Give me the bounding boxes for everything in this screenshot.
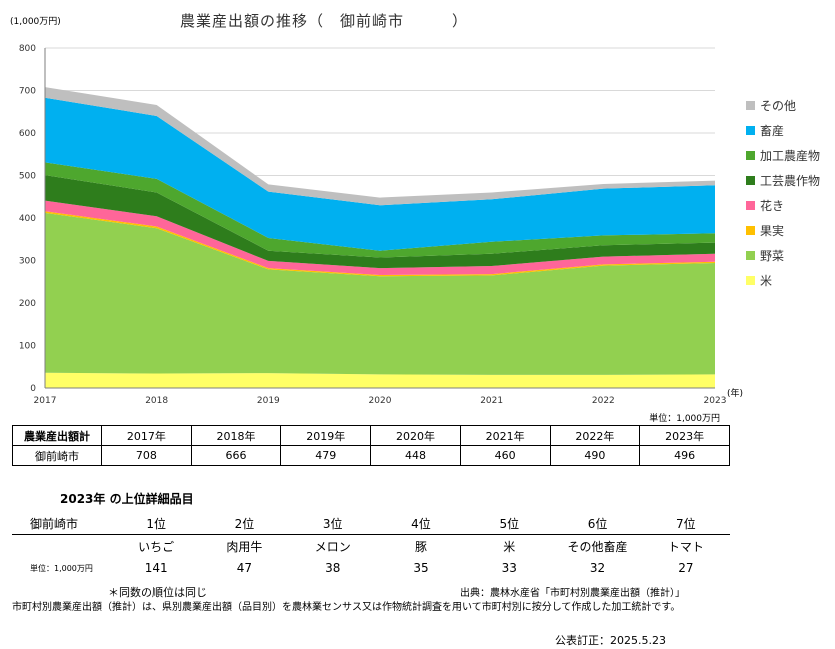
rank-value: 38 xyxy=(325,561,341,575)
table-value: 448 xyxy=(370,445,461,466)
table-year: 2017年 xyxy=(101,425,192,446)
legend-swatch xyxy=(746,251,755,260)
legend-label: その他 xyxy=(760,99,796,113)
ranking-title: 2023年 の上位詳細品目 xyxy=(60,492,194,506)
rank-label: 5位 xyxy=(499,516,520,531)
legend-label: 加工農産物 xyxy=(760,148,820,163)
legend-swatch xyxy=(746,126,755,135)
rank-item: トマト xyxy=(667,539,704,554)
area-1 xyxy=(45,212,715,375)
table-value: 666 xyxy=(190,445,282,466)
legend-label: 畜産 xyxy=(760,123,784,138)
table-year: 2022年 xyxy=(549,425,641,446)
y-tick-label: 0 xyxy=(30,384,36,394)
legend-swatch xyxy=(746,101,755,110)
rank-label: 2位 xyxy=(234,516,255,531)
item-row: いちご 肉用牛 メロン 豚 米 その他畜産 トマト xyxy=(12,535,730,557)
ranking-grid: 御前崎市 1位 2位 3位 4位 5位 6位 7位 いちご 肉用牛 メロン 豚 … xyxy=(12,512,730,579)
rank-label: 4位 xyxy=(411,516,431,531)
rank-item: その他畜産 xyxy=(567,539,628,554)
table-header-row: 農業産出額計 2017年 2018年 2019年 2020年 2021年 202… xyxy=(12,425,730,446)
area-4 xyxy=(45,175,715,269)
rank-value: 35 xyxy=(413,561,429,575)
legend-swatch xyxy=(746,176,755,185)
rank-value: 33 xyxy=(501,561,517,575)
table-unit: 単位：1,000万円 xyxy=(649,414,720,424)
table-year: 2020年 xyxy=(370,425,461,446)
ranking-city: 御前崎市 xyxy=(30,516,79,531)
legend-label: 果実 xyxy=(760,223,784,238)
y-tick-labels: 0 100 200 300 400 500 600 700 800 xyxy=(19,44,36,394)
rank-item: 米 xyxy=(503,539,516,554)
totals-table: 農業産出額計 2017年 2018年 2019年 2020年 2021年 202… xyxy=(12,425,730,466)
rank-item: メロン xyxy=(314,539,351,554)
x-tick-label: 2022 xyxy=(592,396,615,406)
y-tick-label: 100 xyxy=(19,342,36,352)
rank-label: 3位 xyxy=(322,516,343,531)
rank-divider xyxy=(12,534,730,535)
legend-label: 花き xyxy=(760,198,784,213)
rank-value: 27 xyxy=(678,561,694,575)
x-axis-unit: (年) xyxy=(727,389,744,399)
y-tick-label: 700 xyxy=(19,87,36,97)
table-value: 460 xyxy=(459,445,551,466)
rank-item: 豚 xyxy=(414,539,427,554)
legend-swatch xyxy=(746,226,755,235)
area-7 xyxy=(45,87,715,206)
table-year: 2018年 xyxy=(190,425,282,446)
x-tick-label: 2018 xyxy=(145,396,168,406)
revision-note: 公表訂正：2025.5.23 xyxy=(555,634,666,647)
legend-label: 米 xyxy=(760,274,772,288)
legend-swatch xyxy=(746,201,755,210)
chart-title: 農業産出額の推移（ 御前崎市 ） xyxy=(180,12,469,30)
rank-value: 47 xyxy=(236,561,253,575)
table-value: 708 xyxy=(101,445,192,466)
same-rank-note: ＊同数の順位は同じ xyxy=(108,586,207,599)
y-tick-label: 300 xyxy=(19,257,36,267)
x-tick-label: 2021 xyxy=(480,396,503,406)
table-value: 496 xyxy=(639,445,730,466)
y-tick-label: 600 xyxy=(19,129,36,139)
area-6 xyxy=(45,97,715,251)
axes xyxy=(44,48,715,389)
table-value: 490 xyxy=(549,445,641,466)
y-tick-label: 800 xyxy=(19,44,36,54)
legend-label: 工芸農作物 xyxy=(760,174,820,188)
y-axis-unit: (1,000万円) xyxy=(10,17,61,27)
rank-label: 6位 xyxy=(587,516,608,531)
table-city: 御前崎市 xyxy=(12,445,102,466)
legend-label: 野菜 xyxy=(760,249,784,263)
rank-value: 141 xyxy=(144,561,168,575)
ranking-unit: 単位：1,000万円 xyxy=(30,563,93,573)
x-tick-labels: 2017 2018 2019 2020 2021 2022 2023 xyxy=(34,396,727,406)
rank-item: 肉用牛 xyxy=(226,539,263,554)
y-tick-label: 200 xyxy=(19,299,36,309)
table-year: 2019年 xyxy=(280,425,372,446)
table-year: 2023年 xyxy=(639,425,730,446)
x-tick-label: 2019 xyxy=(257,396,280,406)
value-row: 単位：1,000万円 141 47 38 35 33 32 27 xyxy=(12,557,730,579)
area-series xyxy=(45,87,715,388)
x-tick-label: 2023 xyxy=(704,396,727,406)
legend-swatch xyxy=(746,276,755,285)
rank-label: 1位 xyxy=(146,516,166,531)
table-value: 479 xyxy=(280,445,372,466)
x-tick-label: 2017 xyxy=(34,396,57,406)
source-note: 出典：農林水産省「市町村別農業産出額（推計）」 xyxy=(460,588,685,599)
y-tick-label: 400 xyxy=(19,214,36,224)
table-row-header: 農業産出額計 xyxy=(12,425,102,446)
description-note: 市町村別農業産出額（推計）は、県別農業産出額（品目別）を農林業センサス又は作物統… xyxy=(12,602,681,613)
rank-value: 32 xyxy=(589,561,606,575)
rank-label: 7位 xyxy=(676,516,696,531)
rank-item: いちご xyxy=(138,539,175,554)
table-row: 御前崎市 708 666 479 448 460 490 496 xyxy=(12,445,730,466)
area-0 xyxy=(45,372,715,388)
x-tick-label: 2020 xyxy=(369,396,392,406)
legend-swatch xyxy=(746,151,755,160)
table-year: 2021年 xyxy=(459,425,551,446)
rank-row: 御前崎市 1位 2位 3位 4位 5位 6位 7位 xyxy=(12,512,730,534)
y-tick-label: 500 xyxy=(19,172,36,182)
